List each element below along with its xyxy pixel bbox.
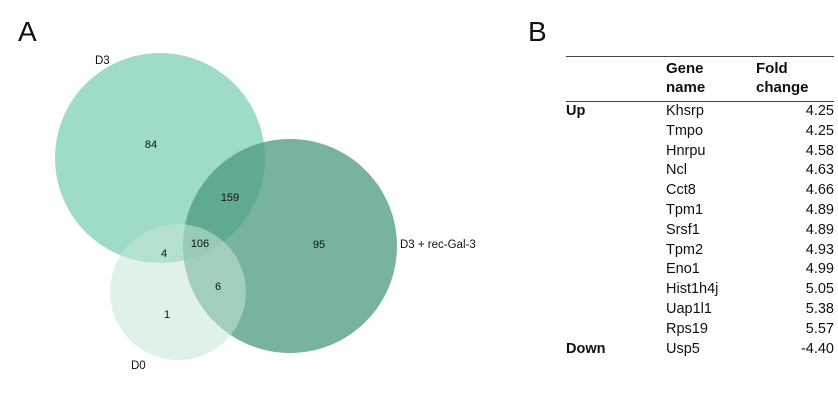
header-group-cell bbox=[566, 57, 666, 101]
region-count-d0-only: 1 bbox=[164, 309, 170, 321]
row-gene-name: Eno1 bbox=[666, 261, 700, 278]
row-fold-change: -4.40 bbox=[800, 340, 834, 357]
table-row: Down Usp5 -4.40 bbox=[566, 340, 834, 360]
set-label-d0: D0 bbox=[131, 360, 146, 372]
table-row: Ncl 4.63 bbox=[566, 161, 834, 181]
row-gene-name: Uap1l1 bbox=[666, 300, 712, 317]
table-row: Tpm1 4.89 bbox=[566, 201, 834, 221]
row-gene-name: Khsrp bbox=[666, 103, 704, 119]
row-gene-name: Srsf1 bbox=[666, 221, 700, 238]
row-group-label bbox=[566, 201, 666, 221]
table-row: Srsf1 4.89 bbox=[566, 221, 834, 241]
row-gene-name: Hnrpu bbox=[666, 142, 706, 159]
table-header-rule bbox=[566, 101, 834, 102]
table-header: Gene name Fold change bbox=[566, 57, 834, 101]
region-count-d3-rec: 159 bbox=[221, 192, 239, 204]
row-group-label bbox=[566, 320, 666, 340]
region-count-d3-d0: 4 bbox=[161, 248, 167, 260]
row-group-label bbox=[566, 142, 666, 162]
table-row: Up Khsrp 4.25 bbox=[566, 102, 834, 122]
region-count-rec-d0: 6 bbox=[215, 281, 221, 293]
row-fold-change: 4.89 bbox=[805, 201, 834, 218]
region-count-d3-only: 84 bbox=[145, 139, 157, 151]
header-gene-name: Gene name bbox=[666, 60, 706, 96]
table-row: Rps19 5.57 bbox=[566, 320, 834, 340]
panel-label-b: B bbox=[528, 16, 547, 47]
row-fold-change: 5.38 bbox=[805, 300, 834, 317]
row-fold-change: 4.93 bbox=[805, 241, 834, 258]
row-gene-name: Hist1h4j bbox=[666, 281, 719, 298]
region-count-all-three: 106 bbox=[191, 238, 209, 250]
table-row: Tmpo 4.25 bbox=[566, 122, 834, 142]
table-top-rule bbox=[566, 56, 834, 57]
row-gene-name: Ncl bbox=[666, 162, 687, 179]
row-group-label bbox=[566, 300, 666, 320]
row-gene-name: Tpm1 bbox=[666, 201, 704, 218]
row-group-label bbox=[566, 181, 666, 201]
row-fold-change: 4.99 bbox=[805, 261, 834, 278]
table-row: Uap1l1 5.38 bbox=[566, 300, 834, 320]
row-group-label bbox=[566, 280, 666, 300]
venn-circle-d0 bbox=[110, 224, 246, 360]
panel-label-a: A bbox=[18, 16, 37, 47]
row-gene-name: Tpm2 bbox=[666, 241, 704, 258]
row-fold-change: 4.58 bbox=[805, 142, 834, 159]
row-group-label bbox=[566, 221, 666, 241]
region-count-rec-only: 95 bbox=[313, 239, 325, 251]
row-fold-change: 4.63 bbox=[805, 162, 834, 179]
row-fold-change: 4.25 bbox=[805, 122, 834, 139]
set-label-d3: D3 bbox=[95, 55, 110, 67]
set-label-d3-rec-gal-3: D3 + rec-Gal-3 bbox=[400, 239, 476, 251]
row-group-label: Down bbox=[566, 340, 606, 357]
row-group-label bbox=[566, 122, 666, 142]
fold-change-table: Gene name Fold change Up Khsrp 4.25 Tmpo 4.2… bbox=[566, 56, 834, 359]
table-row: Tpm2 4.93 bbox=[566, 241, 834, 261]
row-group-label: Up bbox=[566, 103, 586, 119]
row-fold-change: 4.25 bbox=[805, 103, 834, 119]
row-group-label bbox=[566, 161, 666, 181]
row-gene-name: Usp5 bbox=[666, 340, 700, 357]
row-fold-change: 4.66 bbox=[805, 182, 834, 199]
table-row: Cct8 4.66 bbox=[566, 181, 834, 201]
row-fold-change: 5.57 bbox=[805, 320, 834, 337]
table-row: Hist1h4j 5.05 bbox=[566, 280, 834, 300]
venn-diagram: D3 D3 + rec-Gal-3 D0 84 159 95 106 4 6 1 bbox=[55, 53, 476, 372]
row-gene-name: Rps19 bbox=[666, 320, 708, 337]
row-fold-change: 5.05 bbox=[805, 281, 834, 298]
row-fold-change: 4.89 bbox=[805, 221, 834, 238]
row-group-label bbox=[566, 241, 666, 261]
table-row: Eno1 4.99 bbox=[566, 260, 834, 280]
header-fold-change: Fold change bbox=[756, 60, 809, 96]
row-group-label bbox=[566, 260, 666, 280]
row-gene-name: Cct8 bbox=[666, 182, 696, 199]
row-gene-name: Tmpo bbox=[666, 122, 704, 139]
table-body: Up Khsrp 4.25 Tmpo 4.25 Hnrpu 4.58 Ncl 4.63 Cct8 4… bbox=[566, 102, 834, 359]
table-row: Hnrpu 4.58 bbox=[566, 142, 834, 162]
